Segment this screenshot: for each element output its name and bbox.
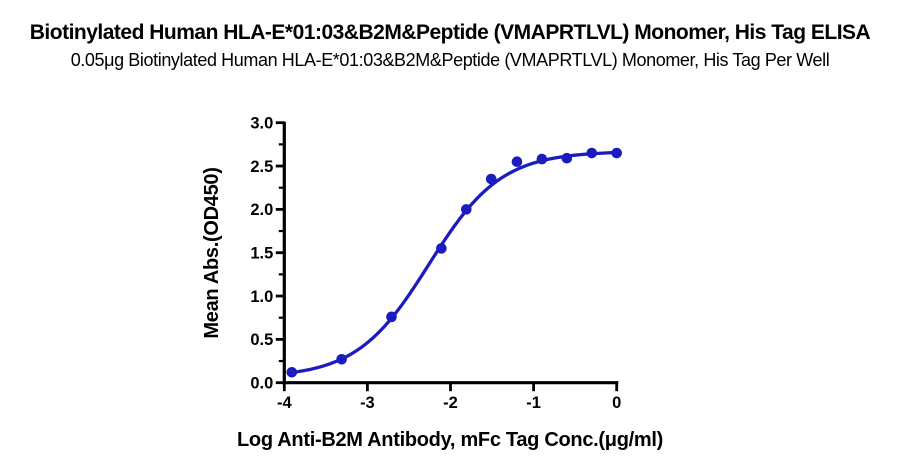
x-tick-label: -1 xyxy=(526,394,541,412)
data-point xyxy=(436,243,447,254)
y-tick-label: 0.5 xyxy=(250,331,273,349)
data-point xyxy=(485,173,497,185)
y-tick-label: 1.5 xyxy=(250,245,273,263)
y-tick-label: 3.0 xyxy=(250,115,273,133)
data-point xyxy=(286,367,298,378)
data-point xyxy=(586,147,598,159)
x-tick-label: -3 xyxy=(360,394,375,412)
data-point xyxy=(611,147,622,159)
y-axis-title: Mean Abs.(OD450) xyxy=(201,167,223,338)
y-tick-label: 2.0 xyxy=(250,201,273,219)
y-tick-label: 2.5 xyxy=(250,158,273,176)
data-point xyxy=(336,354,347,365)
x-axis-title: Log Anti-B2M Antibody, mFc Tag Conc.(μg/… xyxy=(237,429,663,451)
fit-curve xyxy=(290,150,619,375)
data-point xyxy=(386,311,397,323)
data-point xyxy=(536,153,548,165)
x-tick-label: -4 xyxy=(277,394,292,412)
axis-tick-labels: 0.0 0.5 1.0 1.5 2.0 2.5 3.0 -4 -3 -2 -1 0 xyxy=(250,115,621,413)
axis-ticks xyxy=(275,121,619,392)
y-tick-label: 0.0 xyxy=(250,375,273,393)
data-point xyxy=(511,156,523,167)
y-tick-label: 1.0 xyxy=(250,288,273,306)
data-series xyxy=(286,147,622,378)
data-point xyxy=(561,152,573,164)
chart-title: Biotinylated Human HLA-E*01:03&B2M&Pepti… xyxy=(29,21,871,44)
data-point xyxy=(460,204,472,215)
x-tick-label: -2 xyxy=(443,394,458,412)
x-tick-label: 0 xyxy=(612,394,621,412)
chart-subtitle: 0.05μg Biotinylated Human HLA-E*01:03&B2… xyxy=(70,50,830,70)
